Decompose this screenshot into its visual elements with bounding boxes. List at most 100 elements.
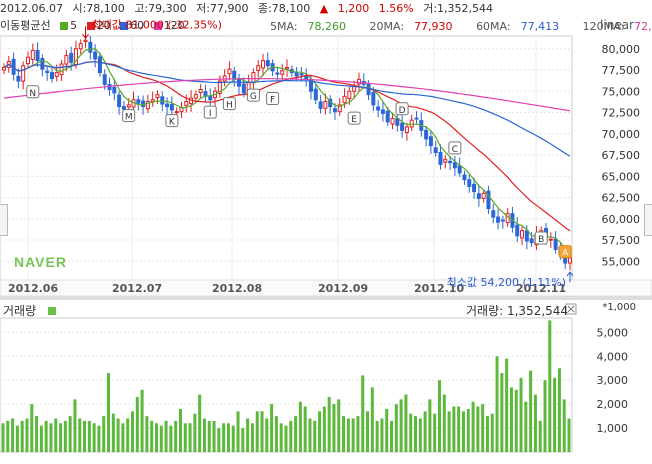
candle-body [21, 65, 26, 82]
candle-body [40, 58, 45, 70]
volume-bar [140, 389, 144, 452]
candle-body [117, 94, 122, 108]
volume-bar [83, 420, 87, 452]
volume-bar [442, 394, 446, 452]
volume-bar [366, 411, 370, 452]
scroll-left-handle[interactable] [0, 204, 8, 236]
volume-bar [174, 420, 178, 452]
candle-body [275, 72, 280, 75]
candle-body [102, 74, 107, 85]
price-tick-label: 60,000 [602, 213, 641, 226]
volume-bar [385, 408, 389, 452]
ma60-line [3, 61, 571, 157]
candle-body [121, 106, 126, 110]
volume-bar [246, 418, 250, 452]
candle-body [404, 126, 409, 133]
volume-tick-label: 3,000 [597, 374, 629, 387]
scroll-right-handle[interactable] [644, 204, 652, 236]
volume-bar [318, 411, 322, 452]
volume-bar [102, 416, 106, 452]
volume-bar [39, 425, 43, 452]
volume-bar [380, 418, 384, 452]
volume-bar [207, 420, 211, 452]
volume-bar [553, 377, 557, 452]
candle-body [83, 39, 88, 43]
event-marker-label: K [169, 118, 176, 128]
candle-body [294, 72, 299, 77]
volume-bar [322, 406, 326, 452]
volume-bar [543, 380, 547, 452]
volume-bar [11, 418, 15, 452]
volume-bar [562, 399, 566, 452]
candle-body [376, 106, 381, 111]
indicator-legend[interactable]: 이동평균선 5 20 60 120 [0, 18, 600, 34]
volume-bar [414, 416, 418, 452]
candle-body [318, 101, 323, 109]
candle-body [16, 75, 21, 82]
event-marker-f [266, 92, 280, 106]
indicator-label[interactable]: 이동평균선 [0, 19, 51, 32]
candle-body [126, 104, 131, 108]
volume-bar [284, 425, 288, 452]
volume-bar [490, 413, 494, 452]
price-tick-label: 67,500 [602, 149, 641, 162]
volume-bar [164, 420, 168, 452]
candle-body [93, 51, 98, 60]
volume-bar [202, 418, 206, 452]
volume-bar [1, 423, 5, 452]
price-tick-label: 55,000 [602, 255, 641, 268]
candle-body [548, 238, 553, 241]
header-change-pct: 1.56% [378, 2, 414, 15]
candle-body [428, 136, 433, 147]
candle-body [568, 257, 572, 264]
volume-bar [327, 396, 331, 452]
ma60-legend: 60 [130, 19, 145, 32]
candle-body [54, 72, 59, 77]
time-tick-label: 2012.10 [414, 282, 464, 295]
ma120-line [3, 78, 571, 112]
candle-body [69, 52, 74, 63]
event-marker-c [448, 141, 462, 155]
price-tick-label: 57,500 [602, 234, 641, 247]
volume-bar [241, 428, 245, 452]
candle-body [193, 94, 198, 99]
candle-body [261, 60, 266, 69]
volume-bar [131, 411, 135, 452]
volume-bar [30, 404, 34, 452]
volume-bar [44, 420, 48, 452]
volume-title: 거래량 [3, 302, 56, 319]
candle-body [472, 183, 477, 193]
ma20-value: 20MA: 77,930 [369, 20, 453, 33]
header-volume: 거:1,352,544 [423, 2, 494, 15]
candle-body [2, 66, 6, 71]
candle-body [25, 56, 30, 65]
candle-body [88, 41, 93, 53]
candle-body [49, 72, 54, 80]
volume-bar [437, 380, 441, 452]
volume-bar [514, 389, 518, 452]
price-tick-label: 75,000 [602, 85, 641, 98]
candle-body [217, 80, 222, 94]
volume-bar [356, 416, 360, 452]
ma60-swatch [120, 22, 129, 30]
volume-bar [457, 406, 461, 452]
candle-body [448, 160, 453, 164]
price-panel-frame [0, 35, 573, 281]
time-tick-label: 2012.08 [212, 282, 262, 295]
event-marker-d [395, 102, 409, 116]
ma60-value: 60MA: 77,413 [476, 20, 560, 33]
ma5-legend: 5 [70, 19, 78, 32]
volume-bar [193, 413, 197, 452]
scale-mode-toggle[interactable]: linear [600, 18, 634, 32]
header-high: 고:79,300 [134, 2, 187, 15]
volume-unit-label: *1,000 [602, 302, 636, 313]
candle-body [198, 89, 203, 94]
candle-body [337, 104, 342, 113]
volume-bar [25, 418, 29, 452]
candle-body [150, 99, 155, 102]
candle-body [467, 179, 472, 187]
ma20-line [3, 61, 571, 232]
volume-bar [409, 413, 413, 452]
naver-watermark: NAVER [14, 254, 67, 270]
volume-bar [289, 420, 293, 452]
